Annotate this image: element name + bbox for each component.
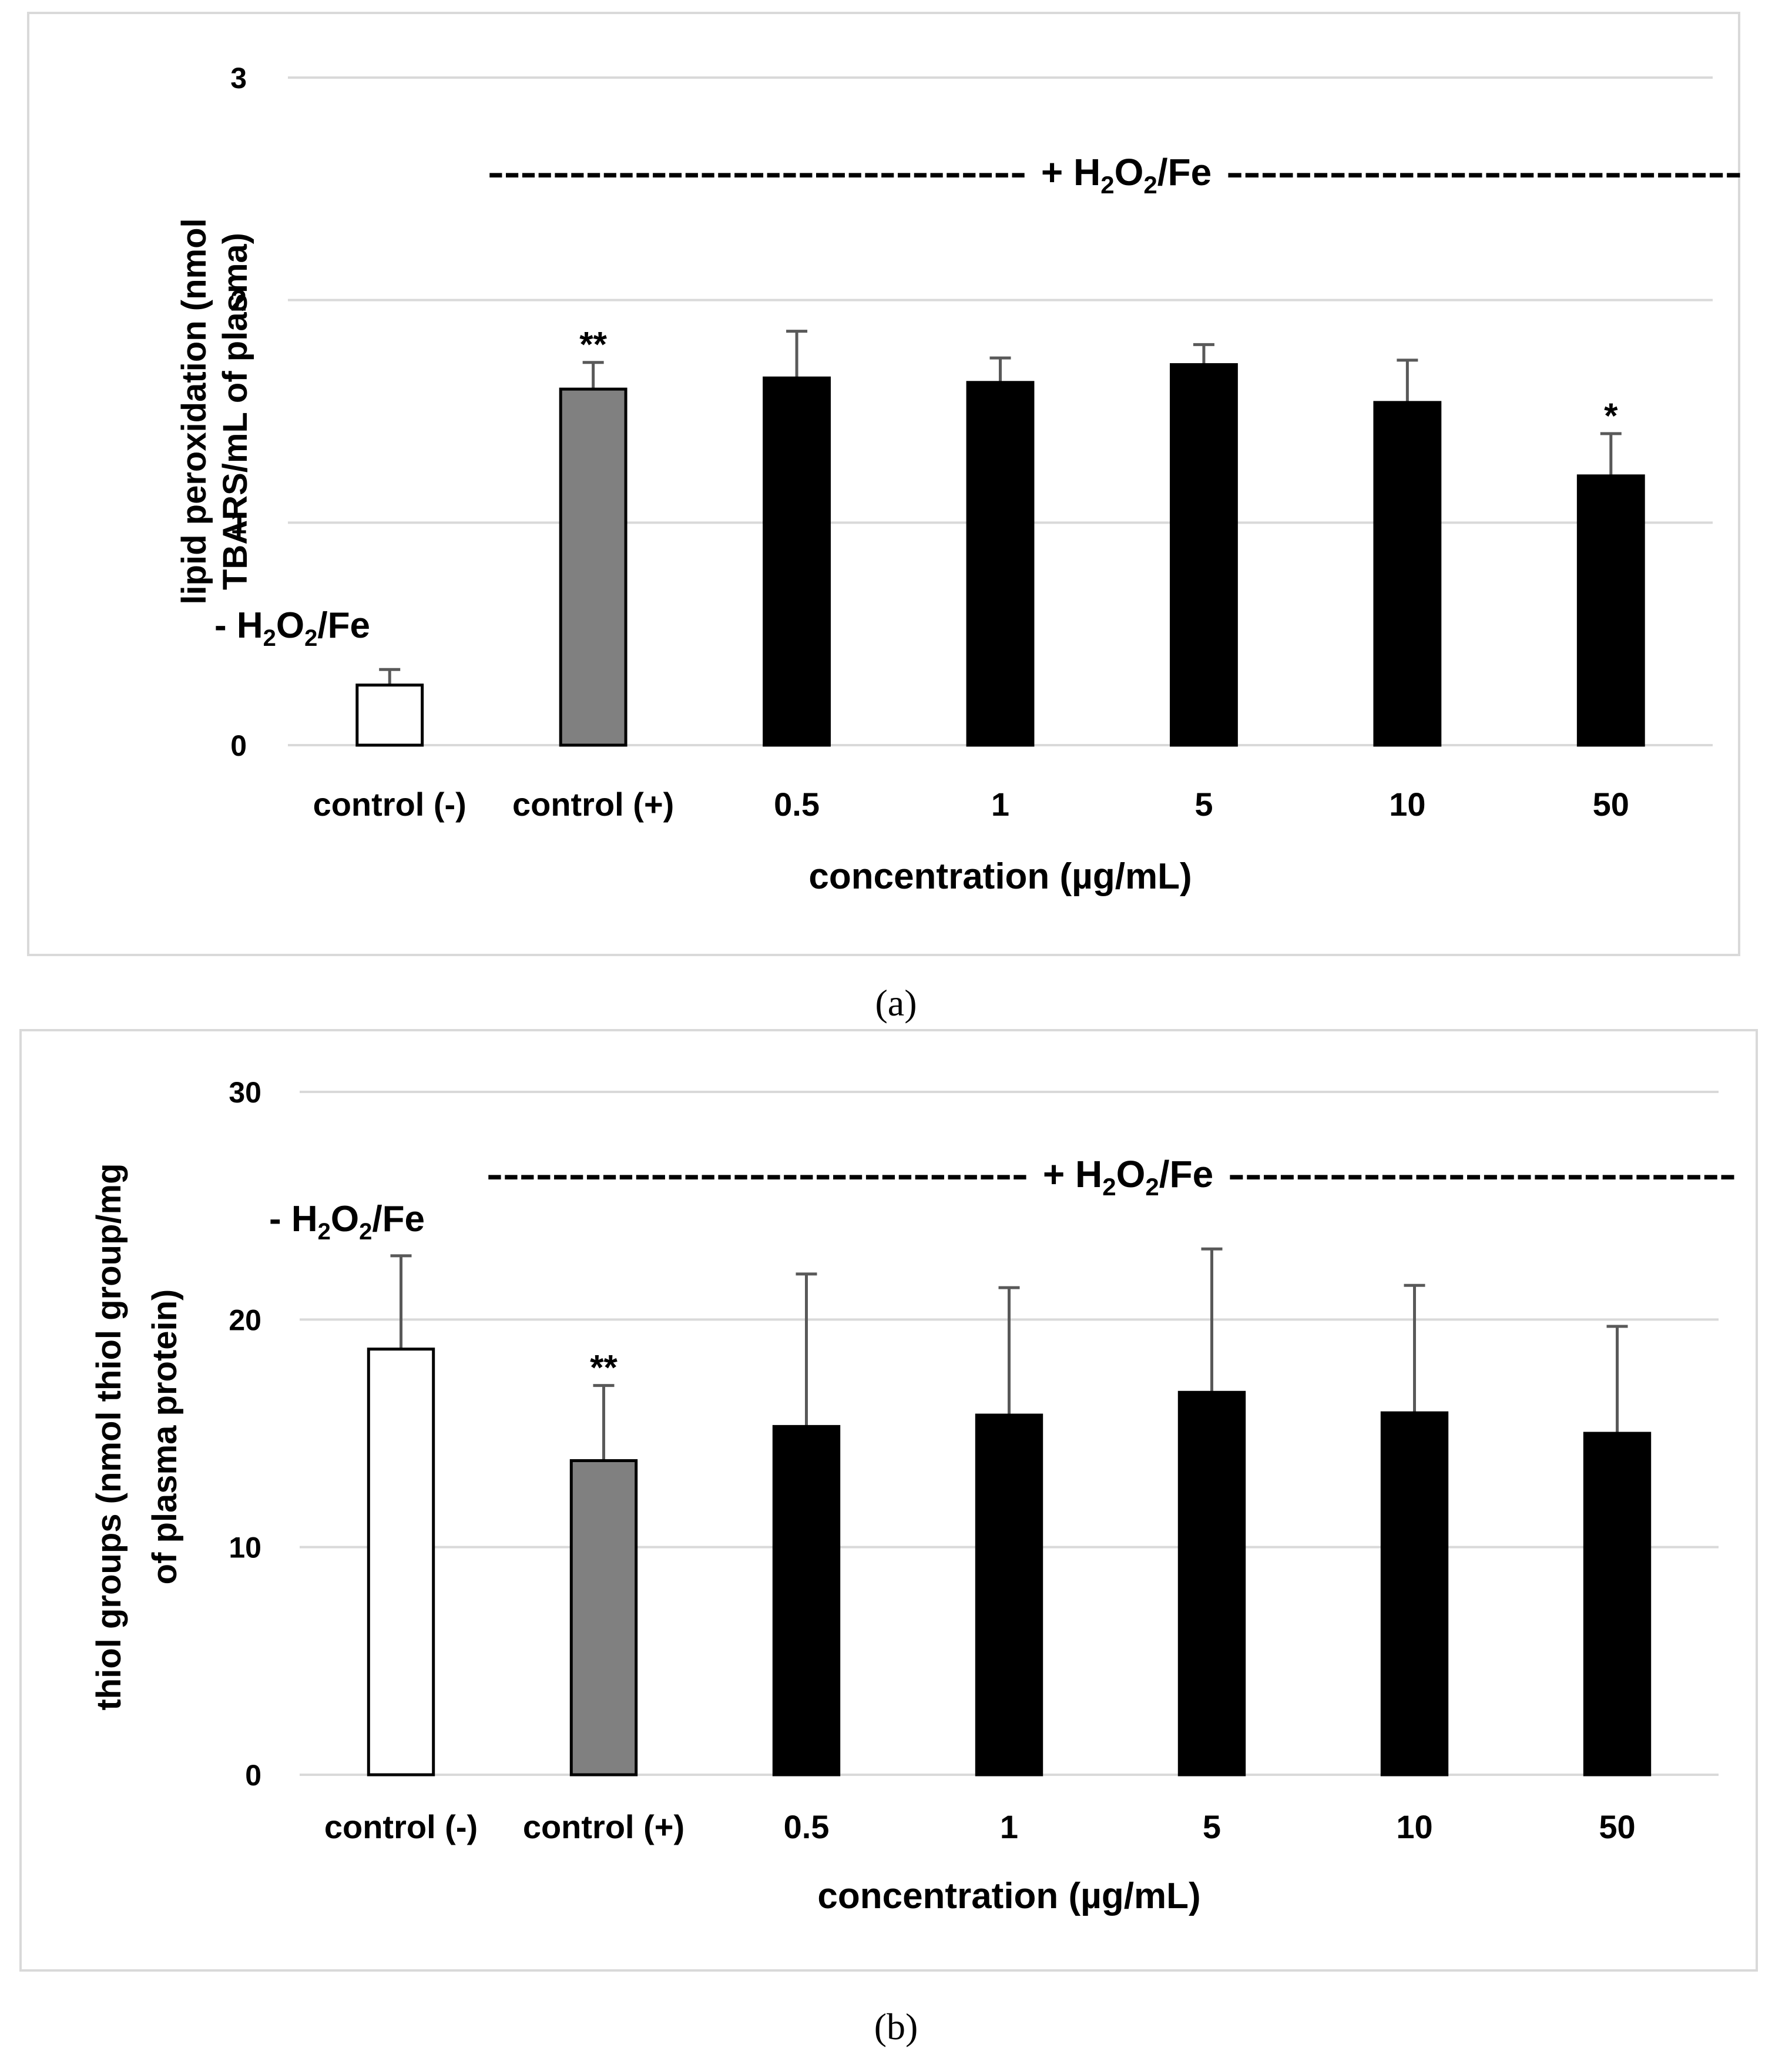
x-tick-label: 5 bbox=[1194, 786, 1213, 823]
y-axis-title-line: thiol groups (nmol thiol group/mg bbox=[90, 1163, 128, 1710]
y-axis-title-line: lipid peroxidation (nmol bbox=[175, 218, 213, 604]
treatment-dash-right: ------------------------------ bbox=[1226, 151, 1742, 193]
bar-50 bbox=[1583, 1432, 1652, 1777]
bar-5 bbox=[1177, 1390, 1246, 1777]
bar-0-5 bbox=[763, 376, 831, 747]
panel-caption: (b) bbox=[874, 2006, 918, 2047]
chart-panel-b: 0 10 20 30 control (-) ** control (+) 0.5 1 5 10 50… bbox=[19, 1029, 1758, 2047]
y-tick-label: 0 bbox=[230, 729, 247, 762]
y-axis-title-line: TBARS/mL of plasma) bbox=[216, 233, 254, 590]
bar-0-5 bbox=[772, 1425, 841, 1777]
y-axis-title-line: of plasma protein) bbox=[146, 1289, 184, 1585]
x-tick-label: 0.5 bbox=[774, 786, 820, 823]
y-tick-label: 3 bbox=[230, 62, 247, 95]
x-tick-label: 10 bbox=[1396, 1808, 1432, 1845]
bar-1 bbox=[966, 381, 1035, 747]
treatment-dash-right: ------------------------------ bbox=[1228, 1153, 1736, 1195]
x-tick-label: 0.5 bbox=[784, 1808, 830, 1845]
treatment-minus-label: - H2O2/Fe bbox=[214, 605, 370, 651]
treatment-dash-left: --------------------------------- bbox=[488, 151, 1026, 193]
x-axis-title: concentration (µg/mL) bbox=[817, 1876, 1200, 1916]
chart-frame bbox=[19, 1029, 1758, 1972]
treatment-minus-label: - H2O2/Fe bbox=[269, 1199, 425, 1245]
x-tick-label: control (-) bbox=[324, 1808, 478, 1845]
x-tick-label: control (+) bbox=[512, 786, 674, 823]
y-tick-label: 0 bbox=[245, 1759, 261, 1792]
y-tick-label: 10 bbox=[229, 1531, 261, 1564]
bar-1 bbox=[975, 1413, 1043, 1777]
x-tick-label: control (+) bbox=[523, 1808, 684, 1845]
significance-marker: ** bbox=[590, 1348, 618, 1387]
significance-marker: ** bbox=[579, 325, 607, 364]
bar-5 bbox=[1170, 363, 1238, 747]
x-tick-label: 50 bbox=[1593, 786, 1629, 823]
x-tick-label: 10 bbox=[1389, 786, 1425, 823]
treatment-dash-left: --------------------------------- bbox=[486, 1153, 1028, 1195]
x-axis-title: concentration (µg/mL) bbox=[808, 856, 1192, 897]
x-tick-label: 1 bbox=[991, 786, 1009, 823]
y-tick-label: 2 bbox=[230, 284, 247, 317]
chart-panel-a: 0 1 2 3 control (-) ** control (+) 0.5 1 5 10 * 50 co… bbox=[27, 12, 1742, 1024]
y-tick-label: 30 bbox=[229, 1076, 261, 1109]
chart-frame bbox=[27, 12, 1740, 956]
x-tick-label: 5 bbox=[1203, 1808, 1221, 1845]
bar-control bbox=[569, 1459, 638, 1777]
significance-marker: * bbox=[1604, 396, 1618, 435]
panel-caption: (a) bbox=[875, 982, 917, 1024]
y-tick-label: 20 bbox=[229, 1303, 261, 1336]
bar-control bbox=[559, 387, 627, 747]
treatment-plus-label: + H2O2/Fe bbox=[1041, 151, 1212, 199]
x-tick-label: control (-) bbox=[313, 786, 467, 823]
y-tick-label: 1 bbox=[230, 507, 247, 539]
bar-10 bbox=[1373, 401, 1442, 747]
bar-10 bbox=[1380, 1411, 1449, 1777]
bar-control bbox=[355, 683, 424, 747]
treatment-plus-label: + H2O2/Fe bbox=[1043, 1153, 1213, 1201]
bar-control bbox=[367, 1348, 435, 1777]
x-tick-label: 1 bbox=[1000, 1808, 1018, 1845]
bar-50 bbox=[1576, 474, 1645, 747]
x-tick-label: 50 bbox=[1599, 1808, 1635, 1845]
